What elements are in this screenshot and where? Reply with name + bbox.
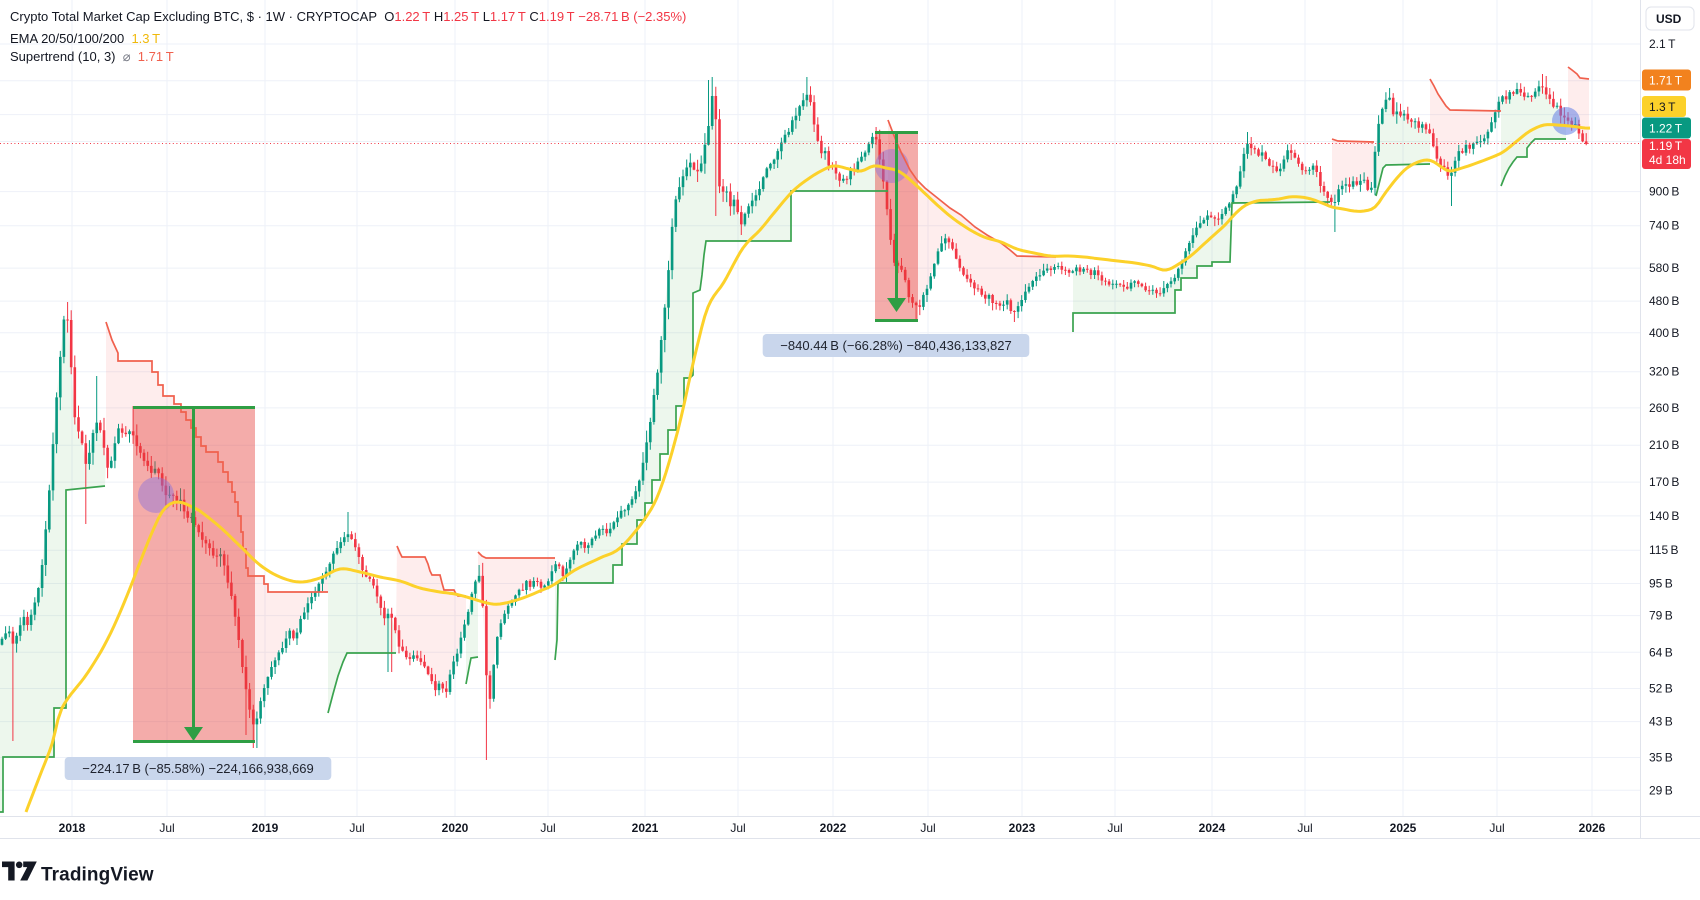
svg-text:4d 18h: 4d 18h xyxy=(1649,153,1686,167)
svg-text:35 B: 35 B xyxy=(1649,751,1673,765)
svg-text:260 B: 260 B xyxy=(1649,401,1679,415)
svg-text:2024: 2024 xyxy=(1199,821,1226,835)
svg-text:Jul: Jul xyxy=(1297,821,1312,835)
svg-text:TradingView: TradingView xyxy=(41,865,154,886)
svg-text:USD: USD xyxy=(1656,12,1682,26)
svg-text:2020: 2020 xyxy=(442,821,469,835)
svg-text:580 B: 580 B xyxy=(1649,261,1679,275)
svg-text:Jul: Jul xyxy=(1489,821,1504,835)
svg-text:900 B: 900 B xyxy=(1649,185,1679,199)
svg-text:2026: 2026 xyxy=(1579,821,1606,835)
svg-text:170 B: 170 B xyxy=(1649,475,1679,489)
svg-text:210 B: 210 B xyxy=(1649,438,1679,452)
svg-text:740 B: 740 B xyxy=(1649,219,1679,233)
svg-text:2025: 2025 xyxy=(1390,821,1417,835)
svg-text:2.1 T: 2.1 T xyxy=(1649,37,1676,51)
svg-text:2018: 2018 xyxy=(59,821,86,835)
svg-text:320 B: 320 B xyxy=(1649,365,1679,379)
svg-text:1.19 T: 1.19 T xyxy=(1649,139,1683,153)
svg-text:115 B: 115 B xyxy=(1649,543,1679,557)
svg-text:29 B: 29 B xyxy=(1649,783,1673,797)
svg-text:−224.17 B (−85.58%) −224,166,9: −224.17 B (−85.58%) −224,166,938,669 xyxy=(82,761,313,776)
svg-text:2023: 2023 xyxy=(1009,821,1036,835)
svg-text:95 B: 95 B xyxy=(1649,577,1673,591)
svg-text:43 B: 43 B xyxy=(1649,715,1673,729)
svg-text:2019: 2019 xyxy=(252,821,279,835)
svg-text:Jul: Jul xyxy=(920,821,935,835)
svg-text:Jul: Jul xyxy=(540,821,555,835)
svg-text:400 B: 400 B xyxy=(1649,326,1679,340)
svg-text:1.71 T: 1.71 T xyxy=(1649,74,1683,88)
svg-text:64 B: 64 B xyxy=(1649,645,1673,659)
svg-text:Jul: Jul xyxy=(730,821,745,835)
svg-text:Jul: Jul xyxy=(349,821,364,835)
svg-text:2021: 2021 xyxy=(632,821,659,835)
svg-text:52 B: 52 B xyxy=(1649,682,1673,696)
svg-text:Jul: Jul xyxy=(159,821,174,835)
svg-text:Jul: Jul xyxy=(1107,821,1122,835)
svg-text:480 B: 480 B xyxy=(1649,294,1679,308)
svg-text:−840.44 B (−66.28%) −840,436,1: −840.44 B (−66.28%) −840,436,133,827 xyxy=(780,338,1011,353)
svg-text:1.22 T: 1.22 T xyxy=(1649,122,1683,136)
svg-text:2022: 2022 xyxy=(820,821,847,835)
svg-text:140 B: 140 B xyxy=(1649,509,1679,523)
svg-text:1.3 T: 1.3 T xyxy=(1649,100,1676,114)
svg-text:79 B: 79 B xyxy=(1649,609,1673,623)
